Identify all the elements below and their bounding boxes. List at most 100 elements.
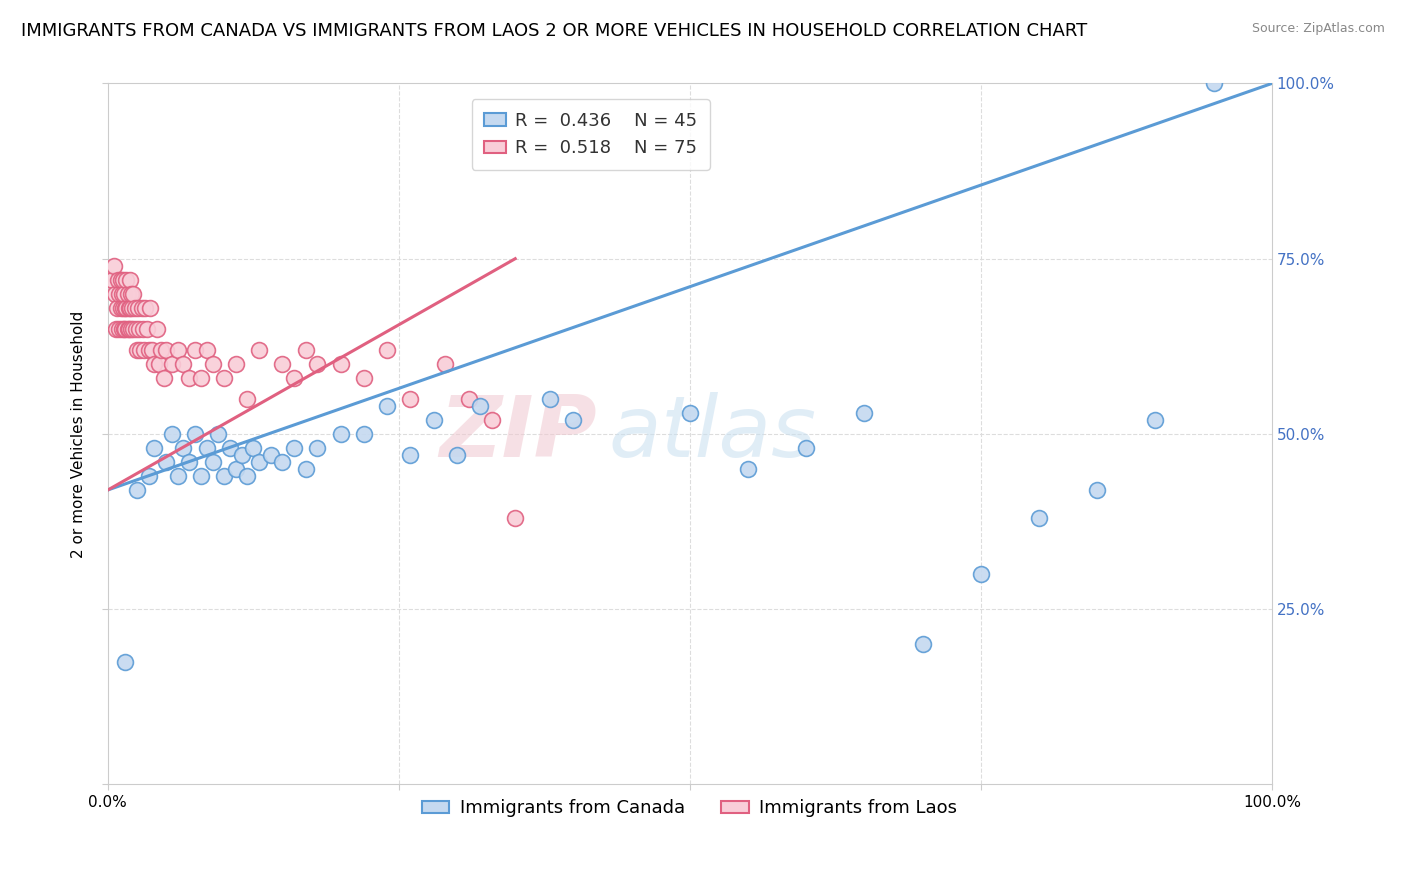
Point — [353, 371, 375, 385]
Point — [122, 322, 145, 336]
Point — [434, 357, 457, 371]
Point — [160, 426, 183, 441]
Point — [172, 441, 194, 455]
Point — [125, 322, 148, 336]
Point — [201, 357, 224, 371]
Point — [212, 371, 235, 385]
Point — [247, 343, 270, 357]
Point — [121, 301, 143, 315]
Point — [195, 343, 218, 357]
Point — [141, 343, 163, 357]
Point — [131, 322, 153, 336]
Point — [138, 469, 160, 483]
Point — [134, 301, 156, 315]
Point — [375, 399, 398, 413]
Point — [138, 343, 160, 357]
Point — [853, 406, 876, 420]
Point — [399, 448, 422, 462]
Point — [143, 357, 166, 371]
Point — [457, 392, 479, 406]
Point — [212, 469, 235, 483]
Point — [1085, 483, 1108, 497]
Point — [124, 301, 146, 315]
Point — [225, 357, 247, 371]
Point — [260, 448, 283, 462]
Point — [112, 322, 135, 336]
Point — [236, 392, 259, 406]
Point — [184, 343, 207, 357]
Point — [353, 426, 375, 441]
Point — [115, 273, 138, 287]
Point — [446, 448, 468, 462]
Point — [107, 273, 129, 287]
Point — [225, 462, 247, 476]
Point — [104, 286, 127, 301]
Point — [236, 469, 259, 483]
Point — [329, 357, 352, 371]
Point — [538, 392, 561, 406]
Point — [120, 322, 142, 336]
Point — [231, 448, 253, 462]
Point — [117, 322, 139, 336]
Point — [114, 655, 136, 669]
Point — [679, 406, 702, 420]
Point — [399, 392, 422, 406]
Point — [125, 343, 148, 357]
Point — [111, 301, 134, 315]
Point — [562, 413, 585, 427]
Point — [294, 343, 316, 357]
Point — [125, 483, 148, 497]
Point — [118, 301, 141, 315]
Point — [307, 357, 329, 371]
Point — [131, 301, 153, 315]
Point — [737, 462, 759, 476]
Point — [166, 343, 188, 357]
Point — [190, 371, 212, 385]
Y-axis label: 2 or more Vehicles in Household: 2 or more Vehicles in Household — [72, 310, 86, 558]
Point — [207, 426, 229, 441]
Point — [127, 301, 149, 315]
Point — [911, 637, 934, 651]
Point — [108, 286, 131, 301]
Point — [104, 322, 127, 336]
Point — [110, 273, 132, 287]
Point — [1028, 511, 1050, 525]
Point — [132, 343, 155, 357]
Point — [108, 322, 131, 336]
Point — [247, 455, 270, 469]
Point — [155, 343, 177, 357]
Point — [129, 343, 152, 357]
Point — [184, 426, 207, 441]
Legend: Immigrants from Canada, Immigrants from Laos: Immigrants from Canada, Immigrants from … — [415, 792, 965, 824]
Point — [307, 441, 329, 455]
Point — [136, 322, 159, 336]
Point — [201, 455, 224, 469]
Point — [1202, 77, 1225, 91]
Point — [166, 469, 188, 483]
Point — [375, 343, 398, 357]
Point — [271, 455, 294, 469]
Point — [118, 301, 141, 315]
Point — [148, 357, 170, 371]
Point — [242, 441, 264, 455]
Point — [283, 441, 305, 455]
Point — [152, 371, 174, 385]
Point — [145, 322, 167, 336]
Point — [160, 357, 183, 371]
Point — [150, 343, 173, 357]
Point — [794, 441, 817, 455]
Point — [172, 357, 194, 371]
Point — [294, 462, 316, 476]
Point — [1144, 413, 1167, 427]
Point — [114, 322, 136, 336]
Point — [470, 399, 492, 413]
Point — [103, 259, 125, 273]
Point — [422, 413, 444, 427]
Point — [179, 371, 201, 385]
Point — [283, 371, 305, 385]
Point — [219, 441, 242, 455]
Point — [118, 322, 141, 336]
Point — [970, 567, 993, 582]
Point — [195, 441, 218, 455]
Point — [481, 413, 503, 427]
